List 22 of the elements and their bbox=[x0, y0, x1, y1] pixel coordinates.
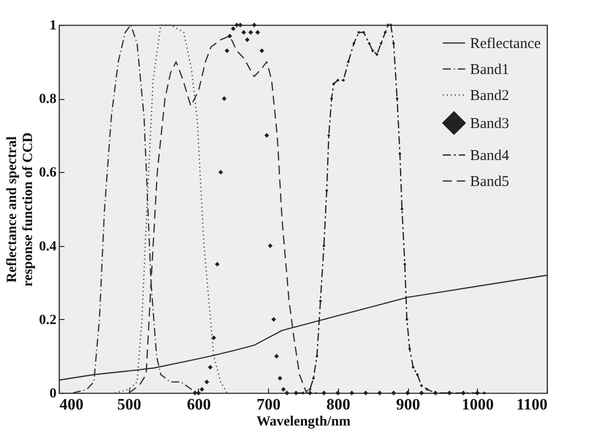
y-tick-label: 0.2 bbox=[39, 312, 56, 328]
x-tick-label: 500 bbox=[117, 396, 142, 414]
legend-label: Band4 bbox=[470, 148, 510, 164]
x-tick-label: 600 bbox=[186, 396, 211, 414]
x-tick-label: 400 bbox=[60, 396, 84, 414]
x-tick-label: 1000 bbox=[462, 396, 494, 414]
x-tick-label: 700 bbox=[256, 396, 281, 414]
x-axis-title: Wavelength/nm bbox=[256, 414, 351, 430]
x-tick-label: 800 bbox=[326, 396, 350, 414]
legend-label: Band5 bbox=[470, 174, 510, 190]
legend-label: Reflectance bbox=[470, 36, 542, 52]
legend-label: Band1 bbox=[470, 62, 510, 78]
y-tick-label: 0.6 bbox=[39, 166, 56, 181]
x-tick-label: 1100 bbox=[516, 396, 548, 414]
legend-label: Band3 bbox=[470, 116, 510, 132]
x-tick-label: 900 bbox=[396, 396, 420, 414]
y-tick-label: 0 bbox=[50, 386, 56, 402]
y-axis-title: Reflectance and spectral response function of CCD bbox=[5, 132, 36, 287]
legend-label: Band2 bbox=[470, 88, 510, 104]
y-tick-label: 0.4 bbox=[39, 239, 56, 254]
y-tick-label: 0.8 bbox=[39, 92, 56, 108]
y-tick-label: 1 bbox=[50, 18, 56, 34]
